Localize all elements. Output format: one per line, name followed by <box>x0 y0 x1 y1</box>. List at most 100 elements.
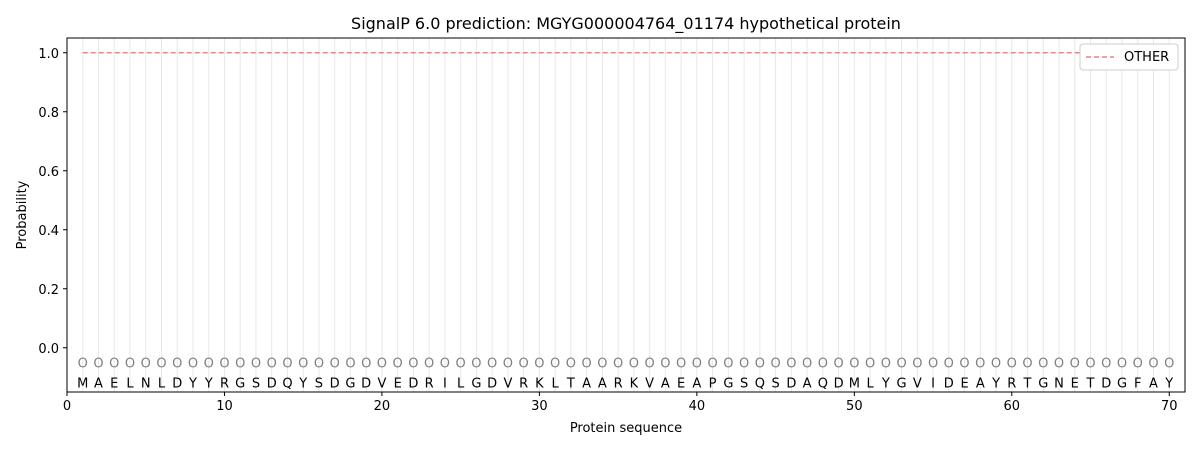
residue-label: G <box>1117 376 1127 391</box>
residue-label: A <box>661 376 670 391</box>
label-mark: O <box>377 357 387 372</box>
residue-label: K <box>630 376 639 391</box>
residue-label: T <box>566 376 575 391</box>
label-mark: O <box>660 357 670 372</box>
label-mark: O <box>645 357 655 372</box>
residue-label: D <box>786 376 796 391</box>
residue-label: G <box>897 376 907 391</box>
label-mark: O <box>975 357 985 372</box>
label-mark: O <box>408 357 418 372</box>
residue-label: E <box>110 376 118 391</box>
residue-label: S <box>771 376 779 391</box>
label-mark: O <box>881 357 891 372</box>
label-mark: O <box>188 357 198 372</box>
residue-label: Y <box>298 376 307 391</box>
label-mark: O <box>424 357 434 372</box>
y-tick-label: 0.4 <box>38 224 59 239</box>
label-mark: O <box>676 357 686 372</box>
residue-label: D <box>408 376 418 391</box>
label-mark: O <box>1038 357 1048 372</box>
label-mark: O <box>770 357 780 372</box>
label-mark: O <box>1148 357 1158 372</box>
label-mark: O <box>991 357 1001 372</box>
residue-label: Q <box>282 376 292 391</box>
label-mark: O <box>298 357 308 372</box>
y-axis-label: Probability <box>15 180 30 249</box>
label-mark: O <box>235 357 245 372</box>
label-mark: O <box>865 357 875 372</box>
residue-label: Q <box>755 376 765 391</box>
x-tick-label: 40 <box>689 399 706 414</box>
residue-label: D <box>1101 376 1111 391</box>
label-mark: O <box>393 357 403 372</box>
residue-label: M <box>77 376 88 391</box>
residue-label: A <box>598 376 607 391</box>
label-mark: O <box>896 357 906 372</box>
label-mark: O <box>1117 357 1127 372</box>
residue-label: A <box>976 376 985 391</box>
label-mark: O <box>534 357 544 372</box>
residue-label: Y <box>1164 376 1173 391</box>
label-mark: O <box>503 357 513 372</box>
residue-label: E <box>960 376 968 391</box>
label-mark: O <box>345 357 355 372</box>
y-tick-label: 0.6 <box>38 165 59 180</box>
residue-label: L <box>126 376 134 391</box>
label-mark: O <box>928 357 938 372</box>
residue-label: S <box>252 376 260 391</box>
residue-label: G <box>345 376 355 391</box>
residue-label: M <box>849 376 860 391</box>
residue-label: A <box>692 376 701 391</box>
x-tick-label: 30 <box>531 399 548 414</box>
legend: OTHER <box>1079 43 1179 71</box>
label-mark: O <box>471 357 481 372</box>
label-mark: O <box>251 357 261 372</box>
residue-label: A <box>582 376 591 391</box>
label-mark: O <box>314 357 324 372</box>
residue-label: D <box>267 376 277 391</box>
residue-label: A <box>1149 376 1158 391</box>
residue-label: L <box>457 376 465 391</box>
residue-label: I <box>443 376 447 391</box>
residue-label: G <box>235 376 245 391</box>
label-mark: O <box>1133 357 1143 372</box>
residue-label: E <box>677 376 685 391</box>
x-tick-label: 10 <box>216 399 233 414</box>
label-mark: O <box>739 357 749 372</box>
residue-label: P <box>709 376 717 391</box>
label-mark: O <box>692 357 702 372</box>
label-mark: O <box>78 357 88 372</box>
y-tick-label: 0.8 <box>38 106 59 121</box>
label-mark: O <box>487 357 497 372</box>
residue-label: A <box>803 376 812 391</box>
residue-label: R <box>1007 376 1016 391</box>
residue-label: G <box>1038 376 1048 391</box>
residue-label: T <box>1086 376 1095 391</box>
residue-label: S <box>315 376 323 391</box>
label-mark: O <box>361 357 371 372</box>
residue-label: G <box>471 376 481 391</box>
label-mark: O <box>440 357 450 372</box>
residue-label: T <box>1023 376 1032 391</box>
label-mark: O <box>267 357 277 372</box>
label-mark: O <box>833 357 843 372</box>
residue-label: A <box>94 376 103 391</box>
residue-label: K <box>535 376 544 391</box>
label-mark: O <box>1054 357 1064 372</box>
residue-label: D <box>834 376 844 391</box>
residue-label: L <box>552 376 560 391</box>
label-mark: O <box>566 357 576 372</box>
label-mark: O <box>1007 357 1017 372</box>
label-mark: O <box>959 357 969 372</box>
label-mark: O <box>818 357 828 372</box>
label-mark: O <box>1101 357 1111 372</box>
y-tick-label: 0.0 <box>38 342 59 357</box>
label-mark: O <box>597 357 607 372</box>
x-tick-label: 50 <box>846 399 863 414</box>
label-mark: O <box>613 357 623 372</box>
label-mark: O <box>156 357 166 372</box>
label-mark: O <box>802 357 812 372</box>
label-mark: O <box>707 357 717 372</box>
x-tick-label: 60 <box>1004 399 1021 414</box>
